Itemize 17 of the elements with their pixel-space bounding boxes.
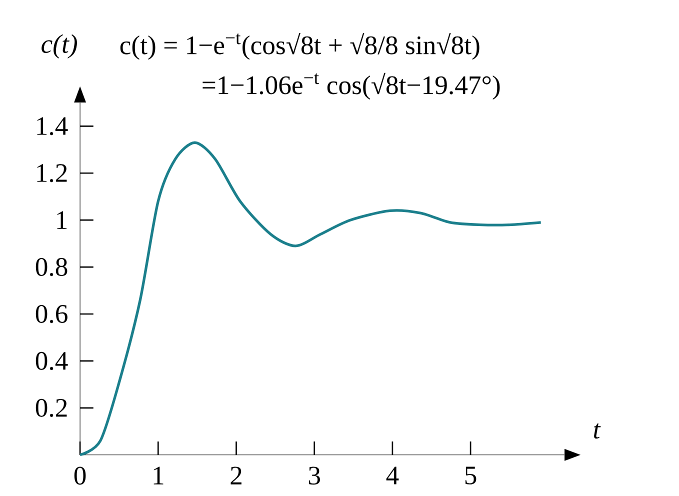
y-tick-label: 1.2: [37, 164, 67, 182]
y-tick-label: 1: [57, 211, 67, 229]
x-tick-label: 0: [74, 466, 86, 485]
x-tick-label: 5: [465, 466, 476, 484]
text: =1−1.06e$^{−t}$ cos(√8t−19.47°): [202, 72, 500, 100]
x-axis-title: t: [594, 423, 601, 439]
y-tick-label: 0.2: [36, 398, 67, 417]
y-axis-title: c(t): [42, 34, 77, 58]
y-tick-label: 0.4: [36, 352, 68, 370]
x-tick-label: 2: [230, 466, 242, 484]
y-tick-label: 1.4: [37, 117, 68, 136]
y-tick-label: 0.6: [36, 304, 68, 323]
x-tick-label: 1: [154, 466, 164, 484]
x-tick-label: 4: [386, 466, 399, 484]
y-tick-label: 0.8: [36, 258, 68, 276]
x-tick-label: 3: [308, 466, 320, 485]
text: c(t) = 1−e$^{−t}$(cos√8t + √8/8 sin√8t): [120, 32, 480, 60]
